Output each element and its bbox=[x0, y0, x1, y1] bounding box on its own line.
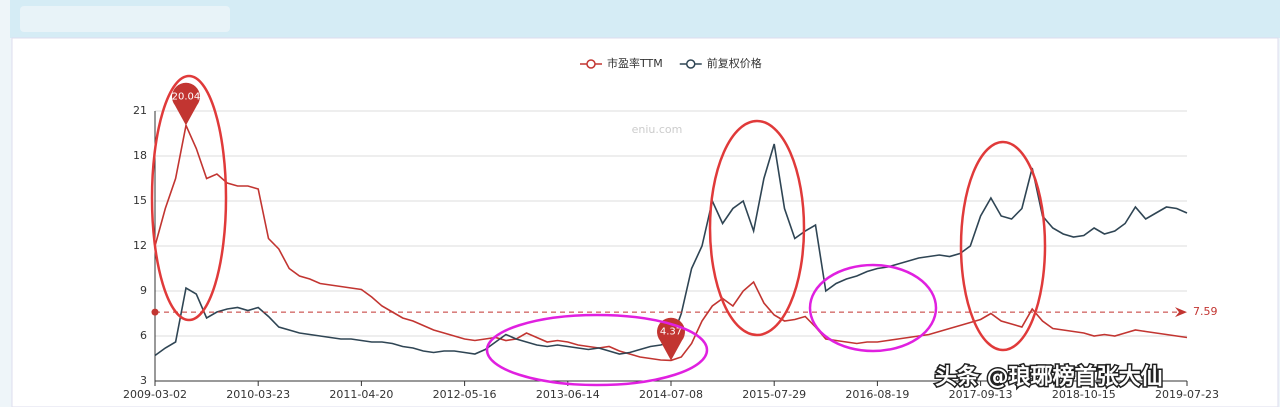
x-tick-label: 2013-06-14 bbox=[536, 388, 600, 401]
average-label: 7.59 bbox=[1193, 305, 1218, 318]
overlay-watermark: 头条 @琅琊榜首张大仙 bbox=[935, 364, 1163, 390]
x-tick-label: 2015-07-29 bbox=[742, 388, 806, 401]
y-tick-label: 15 bbox=[133, 194, 147, 207]
blurred-title bbox=[20, 6, 230, 32]
legend-item: 前复权价格 bbox=[679, 56, 762, 70]
y-tick-label: 6 bbox=[140, 329, 147, 342]
circle-annotation bbox=[708, 119, 806, 337]
mark-pin bbox=[171, 82, 200, 126]
legend-label: 市盈率TTM bbox=[607, 56, 663, 70]
x-tick-label: 2019-07-23 bbox=[1155, 388, 1219, 401]
panel bbox=[11, 37, 1279, 407]
watermark: eniu.com bbox=[632, 123, 683, 136]
average-start bbox=[151, 308, 159, 316]
y-tick-label: 21 bbox=[133, 104, 147, 117]
legend-item: 市盈率TTM bbox=[580, 56, 663, 70]
mark-pin-label: 4.37 bbox=[660, 326, 682, 337]
legend-symbol bbox=[686, 59, 696, 69]
plot: 3 6 9 12 15 18 21 2009-03-02 2010-03-23 2011-04-2… bbox=[123, 56, 1219, 401]
y-tick-label: 12 bbox=[133, 239, 147, 252]
x-tick-label: 2014-07-08 bbox=[639, 388, 703, 401]
x-tick-label: 2016-08-19 bbox=[845, 388, 909, 401]
x-tick-label: 2009-03-02 bbox=[123, 388, 187, 401]
legend-symbol bbox=[586, 59, 596, 69]
legend-label: 前复权价格 bbox=[707, 56, 762, 70]
circle-annotation bbox=[150, 74, 228, 322]
y-tick-label: 18 bbox=[133, 149, 147, 162]
x-tick-label: 2017-09-13 bbox=[949, 388, 1013, 401]
x-tick-label: 2018-10-15 bbox=[1052, 388, 1116, 401]
x-tick-label: 2010-03-23 bbox=[226, 388, 290, 401]
average-arrow bbox=[1175, 307, 1187, 318]
y-tick-label: 3 bbox=[140, 374, 147, 387]
mark-pin bbox=[657, 317, 685, 361]
mark-pin-label: 20.04 bbox=[172, 91, 201, 102]
x-tick-label: 2011-04-20 bbox=[329, 388, 393, 401]
circle-annotation bbox=[485, 313, 709, 387]
x-tick-label: 2012-05-16 bbox=[433, 388, 497, 401]
circle-annotation bbox=[959, 140, 1047, 352]
annotations bbox=[150, 74, 1047, 387]
circle-annotation bbox=[808, 263, 938, 353]
y-tick-label: 9 bbox=[140, 284, 147, 297]
